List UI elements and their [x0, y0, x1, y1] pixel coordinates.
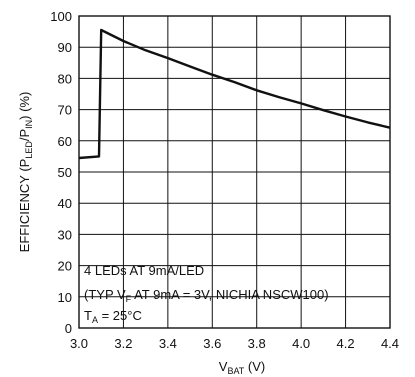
- annotation-line-3: TA = 25°C: [84, 308, 142, 325]
- annotation-line-1: 4 LEDs AT 9mA/LED: [84, 263, 204, 278]
- annotation-line-2: (TYP VF AT 9mA = 3V, NICHIA NSCW100): [84, 287, 329, 304]
- plot-frame: [78, 15, 391, 329]
- x-tick-label: 4.2: [337, 336, 355, 351]
- y-tick-label: 90: [58, 40, 72, 55]
- x-tick-label: 3.6: [203, 336, 221, 351]
- annotation: 4 LEDs AT 9mA/LED (TYP VF AT 9mA = 3V, N…: [84, 263, 329, 325]
- y-tick-label: 100: [50, 9, 72, 24]
- x-tick-label: 4.4: [381, 336, 399, 351]
- y-tick-label: 70: [58, 103, 72, 118]
- x-tick-label: 3.8: [248, 336, 266, 351]
- x-tick-label: 4.0: [292, 336, 310, 351]
- y-tick-label: 20: [58, 259, 72, 274]
- y-tick-label: 40: [58, 196, 72, 211]
- grid-lines: [79, 16, 390, 328]
- x-axis-label: VBAT (V): [219, 359, 265, 376]
- x-tick-label: 3.4: [159, 336, 177, 351]
- efficiency-curve: [78, 28, 391, 160]
- y-tick-label: 50: [58, 165, 72, 180]
- x-tick-label: 3.2: [114, 336, 132, 351]
- y-tick-label: 80: [58, 71, 72, 86]
- y-tick-label: 10: [58, 290, 72, 305]
- y-tick-labels: 0 10 20 30 40 50 60 70 80 90 100: [50, 9, 72, 336]
- y-axis-label: EFFICIENCY (PLED/PIN) (%): [17, 92, 34, 253]
- x-tick-label: 3.0: [70, 336, 88, 351]
- y-tick-label: 30: [58, 227, 72, 242]
- y-tick-label: 60: [58, 134, 72, 149]
- x-tick-labels: 3.0 3.2 3.4 3.6 3.8 4.0 4.2 4.4: [70, 336, 399, 351]
- y-tick-label: 0: [65, 321, 72, 336]
